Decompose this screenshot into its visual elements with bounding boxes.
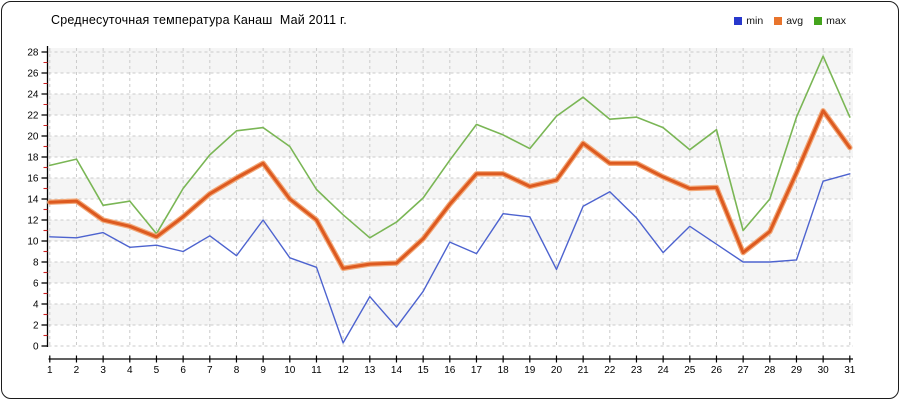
series-max-line — [48, 55, 851, 239]
y-tick-label: 4 — [33, 300, 39, 311]
y-tick-label: 24 — [27, 90, 39, 101]
x-tick-label: 29 — [791, 365, 803, 376]
plot-band — [48, 304, 853, 325]
legend-item-max: max — [814, 15, 846, 27]
x-tick-label: 28 — [764, 365, 776, 376]
x-tick-label: 15 — [418, 365, 430, 376]
x-tick-label: 27 — [738, 365, 750, 376]
legend-label-max: max — [826, 15, 846, 27]
legend: min avg max — [734, 15, 846, 27]
x-tick-label: 16 — [444, 365, 456, 376]
plot-band — [48, 283, 853, 304]
x-tick-label: 13 — [364, 365, 376, 376]
x-tick-label: 20 — [551, 365, 563, 376]
plot-band — [48, 241, 853, 262]
chart-title: Среднесуточная температура Канаш Май 201… — [51, 13, 347, 27]
plot-band — [48, 199, 853, 220]
y-tick-label: 6 — [33, 279, 39, 290]
x-tick-label: 5 — [154, 365, 160, 376]
legend-item-avg: avg — [774, 15, 803, 27]
x-tick-label: 12 — [338, 365, 350, 376]
legend-swatch-avg-icon — [774, 17, 783, 25]
x-tick-label: 21 — [578, 365, 590, 376]
x-tick-label: 10 — [284, 365, 296, 376]
series-min-line — [49, 173, 851, 344]
y-tick-label: 8 — [33, 258, 39, 269]
series-avg-line — [48, 109, 852, 270]
y-tick-label: 28 — [27, 48, 39, 59]
x-tick-label: 18 — [498, 365, 510, 376]
x-tick-label: 25 — [684, 365, 696, 376]
y-tick-label: 10 — [27, 237, 39, 248]
y-tick-label: 26 — [27, 69, 39, 80]
x-tick-label: 8 — [234, 365, 240, 376]
x-tick-label: 17 — [471, 365, 483, 376]
x-tick-label: 6 — [180, 365, 186, 376]
plot-band — [48, 220, 853, 241]
plot-band — [48, 178, 853, 199]
x-tick-label: 1 — [47, 365, 53, 376]
y-tick-label: 12 — [27, 216, 39, 227]
x-tick-label: 31 — [844, 365, 856, 376]
plot-band — [48, 262, 853, 283]
x-tick-label: 22 — [604, 365, 616, 376]
plot-band — [48, 325, 853, 346]
x-tick-label: 2 — [74, 365, 80, 376]
x-tick-label: 11 — [311, 365, 322, 376]
x-tick-label: 9 — [260, 365, 266, 376]
x-tick-label: 14 — [391, 365, 403, 376]
y-tick-label: 18 — [27, 153, 39, 164]
y-tick-label: 2 — [33, 321, 39, 332]
legend-swatch-min-icon — [734, 17, 743, 25]
x-tick-label: 24 — [658, 365, 670, 376]
legend-label-avg: avg — [786, 15, 804, 27]
x-tick-label: 3 — [100, 365, 106, 376]
plot-band — [48, 94, 853, 115]
plot-band — [48, 73, 853, 94]
plot-band — [48, 115, 853, 136]
x-tick-label: 19 — [524, 365, 536, 376]
legend-swatch-max-icon — [814, 17, 823, 25]
y-tick-label: 16 — [27, 174, 39, 185]
legend-item-min: min — [734, 15, 763, 27]
plot-band — [48, 136, 853, 157]
x-tick-label: 26 — [711, 365, 723, 376]
x-tick-label: 7 — [207, 365, 213, 376]
y-tick-label: 22 — [27, 111, 39, 122]
x-tick-label: 23 — [631, 365, 643, 376]
legend-label-min: min — [746, 15, 764, 27]
y-tick-label: 0 — [33, 342, 39, 353]
y-tick-label: 20 — [27, 132, 39, 143]
x-tick-label: 4 — [127, 365, 133, 376]
x-tick-label: 30 — [818, 365, 830, 376]
y-tick-label: 14 — [27, 195, 39, 206]
